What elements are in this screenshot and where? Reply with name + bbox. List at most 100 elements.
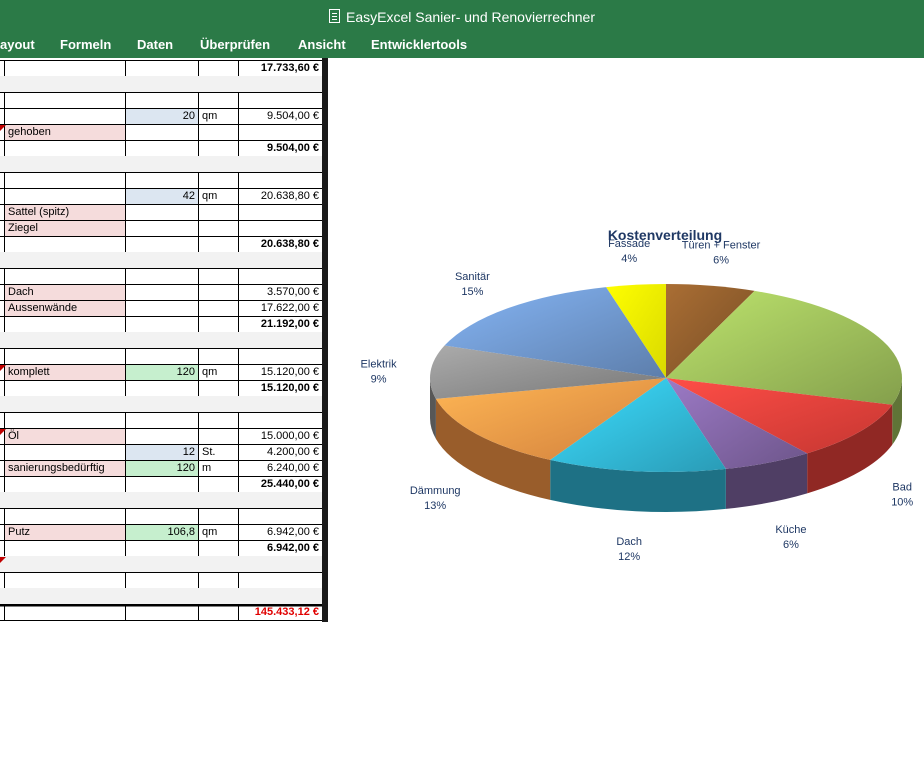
cell-e-row-26[interactable]: 25.440,00 € [260,478,319,490]
window-title: EasyExcel Sanier- und Renovierrechner [0,9,924,25]
pie-slice-6[interactable] [430,345,666,399]
spacer-row [0,492,322,508]
pie-slice-4[interactable] [550,378,726,472]
cell-b-row-19[interactable]: komplett [5,365,125,380]
cell-e-row-25[interactable]: 6.240,00 € [267,462,319,474]
pie-labels: Türen + Fenster 6% Bad 10% Küche 6% Dach 12% Däm… [361,238,914,563]
cell-e-row-30[interactable]: 6.942,00 € [267,542,319,554]
slice-label-name: Fassade [608,238,650,250]
pie-tops [430,284,902,472]
cell-e-row-19[interactable]: 15.120,00 € [260,366,319,378]
spacer-row [0,556,322,572]
tab-daten[interactable]: Daten [137,37,174,52]
slice-label-percent: 9% [371,374,387,386]
cell-e-row-16[interactable]: 21.192,00 € [260,318,319,330]
spacer-row [0,396,322,412]
pie-chart-canvas: Kostenverteilung Türen + Fenster 6% Bad 10%… [361,227,914,563]
pie-slice-8[interactable] [606,284,666,378]
cell-e-row-0[interactable]: 17.733,60 € [260,62,319,74]
cell-b-row-4[interactable]: gehoben [5,125,125,140]
slice-label-percent: 4% [621,253,637,265]
slice-label-name: Türen + Fenster [682,239,761,251]
cell-c-row-29[interactable]: 106,8 [126,525,198,540]
slice-label-percent: 15% [461,286,483,298]
comment-indicator-icon[interactable] [0,125,6,131]
pie-slice-5[interactable] [435,378,666,460]
cell-c-row-24[interactable]: 12 [126,445,198,460]
pie-slice-7[interactable] [444,287,666,378]
slice-label-name: Bad [892,481,912,493]
tab-ansicht[interactable]: Ansicht [298,37,346,52]
cell-d-row-25[interactable]: m [202,462,212,474]
slice-label-percent: 13% [424,500,446,512]
spacer-row [0,252,322,268]
slice-label-name: Dach [616,536,642,548]
cell-d-row-29[interactable]: qm [202,526,218,538]
cell-e-row-15[interactable]: 17.622,00 € [260,302,319,314]
tab-ueberpruefen[interactable]: Überprüfen [200,37,271,52]
cell-c-row-3[interactable]: 20 [126,109,198,124]
cell-b-row-29[interactable]: Putz [5,525,125,540]
cell-e-row-5[interactable]: 9.504,00 € [267,142,319,154]
cell-d-row-8[interactable]: qm [202,190,218,202]
cell-b-row-15[interactable]: Aussenwände [5,301,125,316]
pane-split-bar[interactable] [322,58,328,622]
slice-label-name: Sanitär [455,271,490,283]
cell-b-row-14[interactable]: Dach [5,285,125,300]
spacer-row [0,76,322,92]
excel-document-icon [328,9,340,23]
spacer-row [0,588,322,604]
cell-e-row-24[interactable]: 4.200,00 € [267,446,319,458]
pie-slice-1[interactable] [666,290,902,405]
cell-b-row-10[interactable]: Ziegel [5,221,125,236]
pie-slice-side-2[interactable] [807,404,893,494]
pie-slice-side-1[interactable] [892,378,902,445]
cell-b-row-25[interactable]: sanierungsbedürftig [5,461,125,476]
cell-d-row-3[interactable]: qm [202,110,218,122]
slice-label-percent: 12% [618,551,640,563]
ribbon-tab-bar: ayout Formeln Daten Überprüfen Ansicht E… [0,34,924,58]
pie-chart[interactable]: Kostenverteilung Türen + Fenster 6% Bad 10%… [330,58,924,618]
spacer-row [0,332,322,348]
comment-indicator-icon[interactable] [0,365,6,371]
pie-slice-3[interactable] [666,378,808,469]
cell-d-row-19[interactable]: qm [202,366,218,378]
spacer-row [0,156,322,172]
pie-slice-side-5[interactable] [435,398,551,500]
comment-indicator-icon[interactable] [0,557,6,563]
pie-slice-0[interactable] [666,284,755,378]
pie-slice-side-6[interactable] [430,378,436,439]
cell-e-row-3[interactable]: 9.504,00 € [267,110,319,122]
cell-c-row-8[interactable]: 42 [126,189,198,204]
tab-entwicklertools[interactable]: Entwicklertools [371,37,468,52]
comment-indicator-icon[interactable] [0,429,6,435]
spreadsheet-grid[interactable]: 17.733,60 € 20 qm 9.504,00 € gehoben 9.504,00… [0,58,328,624]
pie-slice-side-3[interactable] [725,453,808,509]
cell-e-row-11[interactable]: 20.638,80 € [260,238,319,250]
pie-slice-2[interactable] [666,378,893,454]
chart-title: Kostenverteilung [608,227,722,243]
cell-e-row-8[interactable]: 20.638,80 € [260,190,319,202]
cell-d-row-24[interactable]: St. [202,446,216,458]
cell-b-row-9[interactable]: Sattel (spitz) [5,205,125,220]
cell-c-row-19[interactable]: 120 [126,365,198,380]
tab-seitenlayout[interactable]: ayout [0,37,35,52]
cell-c-row-25[interactable]: 120 [126,461,198,476]
pie-slice-side-4[interactable] [550,459,726,512]
title-bar: EasyExcel Sanier- und Renovierrechner [0,0,924,34]
cell-e-row-14[interactable]: 3.570,00 € [267,286,319,298]
cell-e-row-23[interactable]: 15.000,00 € [260,430,319,442]
pie-sides [430,378,902,512]
cell-e-row-29[interactable]: 6.942,00 € [267,526,319,538]
cell-e-row-20[interactable]: 15.120,00 € [260,382,319,394]
slice-label-percent: 10% [891,496,913,508]
slice-label-percent: 6% [713,254,729,266]
slice-label-name: Dämmung [410,485,461,497]
window-title-text: EasyExcel Sanier- und Renovierrechner [345,9,595,25]
cell-e-row-34[interactable]: 145.433,12 € [254,606,319,618]
tab-formeln[interactable]: Formeln [60,37,112,52]
slice-label-name: Küche [775,524,806,536]
cell-b-row-23[interactable]: Öl [5,429,125,444]
slice-label-name: Elektrik [361,359,398,371]
slice-label-percent: 6% [783,539,799,551]
